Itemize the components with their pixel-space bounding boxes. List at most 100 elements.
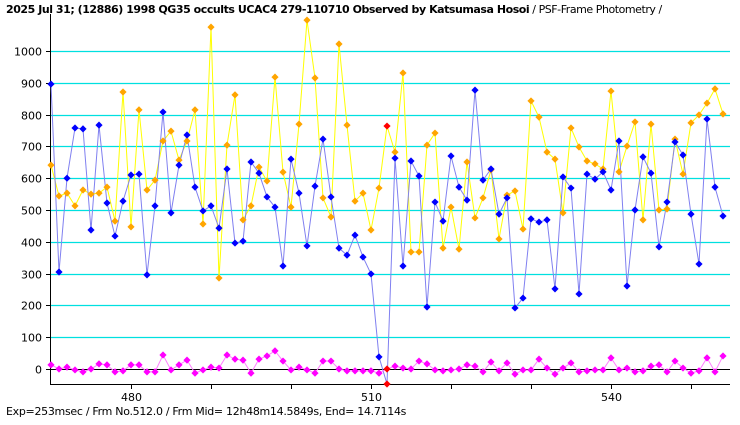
background-point	[367, 367, 375, 375]
target-point	[415, 172, 423, 180]
background-point	[639, 367, 647, 375]
background-point	[263, 352, 271, 360]
target-point	[127, 171, 135, 179]
target-point	[359, 253, 367, 261]
target-point	[663, 198, 671, 206]
target-point	[231, 239, 239, 247]
background-point	[519, 366, 527, 374]
target-point	[615, 137, 623, 145]
background-point	[79, 368, 87, 376]
comparison-point	[71, 202, 79, 210]
comparison-point	[151, 176, 159, 184]
background-point	[295, 363, 303, 371]
comparison-point	[47, 161, 55, 169]
target-point	[423, 303, 431, 311]
target-point	[631, 206, 639, 214]
target-point	[119, 197, 127, 205]
background-point	[335, 365, 343, 373]
background-point	[311, 369, 319, 377]
target-point	[535, 218, 543, 226]
background-point	[87, 365, 95, 373]
comparison-point	[527, 97, 535, 105]
chart-title: 2025 Jul 31; (12886) 1998 QG35 occults U…	[6, 3, 734, 17]
background-point	[551, 370, 559, 378]
background-point	[255, 355, 263, 363]
background-point	[719, 352, 727, 360]
y-tick-label: 900	[21, 78, 42, 91]
target-point	[255, 169, 263, 177]
target-point	[327, 193, 335, 201]
target-point	[351, 231, 359, 239]
background-point	[575, 368, 583, 376]
target-point	[471, 86, 479, 94]
target-point	[679, 151, 687, 159]
target-point	[191, 183, 199, 191]
comparison-point	[623, 142, 631, 150]
target-point	[711, 183, 719, 191]
comparison-point	[631, 118, 639, 126]
comparison-point	[703, 99, 711, 107]
target-point	[95, 121, 103, 129]
background-point	[679, 364, 687, 372]
comparison-point	[311, 74, 319, 82]
comparison-point	[463, 158, 471, 166]
target-point	[223, 165, 231, 173]
background-point	[351, 367, 359, 375]
comparison-point	[287, 203, 295, 211]
target-point	[431, 198, 439, 206]
target-point	[399, 262, 407, 270]
comparison-point	[175, 156, 183, 164]
target-point	[303, 242, 311, 250]
background-point	[47, 361, 55, 369]
target-point	[591, 175, 599, 183]
target-point	[151, 202, 159, 210]
target-point	[159, 108, 167, 116]
target-point	[671, 138, 679, 146]
background-point	[687, 369, 695, 377]
target-point	[455, 183, 463, 191]
background-point	[479, 368, 487, 376]
comparison-point	[607, 87, 615, 95]
y-tick-label: 400	[21, 237, 42, 250]
series-lines	[50, 20, 724, 385]
comparison-point	[351, 197, 359, 205]
comparison-point	[711, 85, 719, 93]
background-point	[239, 356, 247, 364]
target-point	[503, 194, 511, 202]
background-point	[591, 366, 599, 374]
background-point	[663, 368, 671, 376]
chart-title-main: 2025 Jul 31; (12886) 1998 QG35 occults U…	[6, 3, 530, 16]
comparison-point	[519, 225, 527, 233]
comparison-point	[399, 69, 407, 77]
target-point	[383, 380, 391, 388]
x-axis-ticks: 480 510 540	[121, 384, 692, 404]
comparison-point	[95, 189, 103, 197]
background-point	[655, 361, 663, 369]
target-point	[71, 124, 79, 132]
comparison-point	[239, 216, 247, 224]
frame-info-footer: Exp=253msec / Frm No.512.0 / Frm Mid= 12…	[6, 405, 407, 418]
comparison-point	[615, 168, 623, 176]
target-point	[391, 154, 399, 162]
comparison-point	[687, 119, 695, 127]
comparison-point	[111, 217, 119, 225]
target-point	[215, 224, 223, 232]
target-point	[239, 237, 247, 245]
comparison-point	[567, 124, 575, 132]
background-point	[143, 368, 151, 376]
target-point	[167, 209, 175, 217]
comparison-point	[247, 202, 255, 210]
target-point	[135, 170, 143, 178]
comparison-point	[255, 163, 263, 171]
comparison-point	[79, 186, 87, 194]
target-point	[695, 260, 703, 268]
background-point	[63, 363, 71, 371]
comparison-point	[455, 245, 463, 253]
background-point	[175, 361, 183, 369]
background-point	[111, 368, 119, 376]
target-point	[567, 184, 575, 192]
comparison-point	[159, 137, 167, 145]
target-point	[583, 170, 591, 178]
y-tick-label: 0	[35, 364, 42, 377]
comparison-point	[407, 248, 415, 256]
